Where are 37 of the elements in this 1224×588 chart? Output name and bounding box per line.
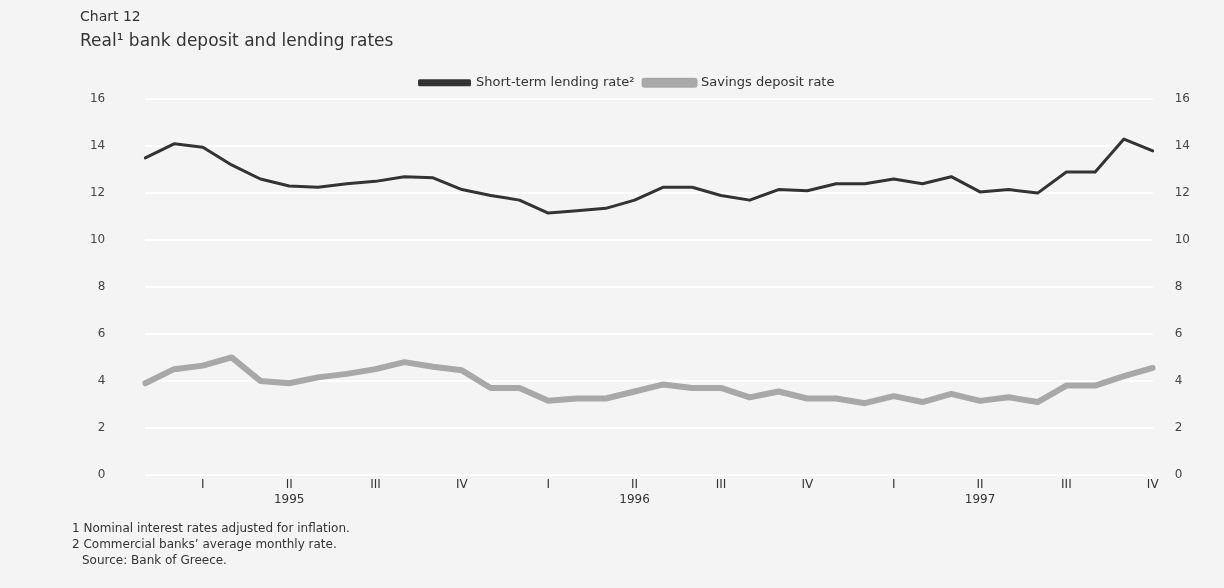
x-tick-label: IV bbox=[801, 477, 814, 492]
y-tick-label: 0 bbox=[97, 466, 106, 481]
legend-label: Short-term lending rate² bbox=[476, 74, 635, 90]
y2-tick-label: 12 bbox=[1174, 185, 1191, 200]
y-tick-label: 16 bbox=[89, 91, 106, 106]
source-note: Source: Bank of Greece. bbox=[81, 552, 228, 568]
y2-tick-label: 8 bbox=[1174, 279, 1183, 294]
y-tick-label: 4 bbox=[97, 373, 106, 388]
x-tick-label: I bbox=[546, 477, 551, 492]
chart-subtitle: Chart 12 bbox=[80, 8, 141, 24]
y2-tick-label: 4 bbox=[1174, 373, 1183, 388]
y2-tick-label: 16 bbox=[1174, 91, 1191, 106]
y-tick-label: 8 bbox=[97, 279, 106, 294]
x-tick-label: III bbox=[370, 477, 381, 492]
legend-label: Savings deposit rate bbox=[701, 74, 835, 90]
y2-tick-label: 0 bbox=[1174, 466, 1183, 481]
y2-tick-label: 14 bbox=[1174, 138, 1191, 153]
y-tick-label: 12 bbox=[89, 185, 106, 200]
x-tick-label: II 1997 bbox=[964, 477, 996, 506]
x-tick-label: II 1995 bbox=[273, 477, 305, 506]
y-tick-label: 14 bbox=[89, 138, 106, 153]
y2-tick-label: 10 bbox=[1174, 232, 1191, 247]
x-tick-label: IV bbox=[1146, 477, 1160, 492]
y-tick-label: 10 bbox=[89, 232, 106, 247]
y2-tick-label: 2 bbox=[1174, 419, 1183, 434]
x-tick-label: I bbox=[201, 477, 205, 492]
y-tick-label: 2 bbox=[97, 419, 106, 434]
x-tick-label: IV bbox=[456, 477, 469, 492]
y2-tick-label: 6 bbox=[1174, 326, 1183, 341]
text: 2 Commercial banks’ average monthly rate. bbox=[72, 536, 338, 552]
chart-title: Real¹ bank deposit and lending rates bbox=[80, 30, 394, 50]
x-tick-label: II 1996 bbox=[619, 477, 650, 506]
text: 1 Nominal interest rates adjusted for inflation. bbox=[72, 520, 350, 536]
x-tick-label: III bbox=[1061, 477, 1072, 492]
x-tick-label: III bbox=[715, 477, 727, 492]
x-tick-label: I bbox=[891, 477, 896, 492]
y-tick-label: 6 bbox=[97, 326, 106, 341]
